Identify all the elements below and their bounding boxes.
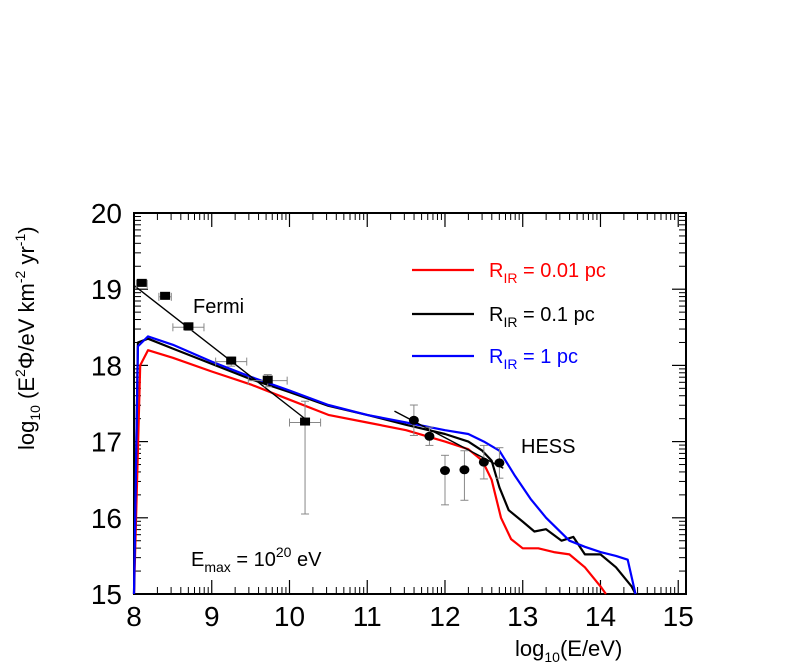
hess-marker bbox=[439, 466, 450, 476]
x-tick-label: 14 bbox=[585, 601, 616, 632]
x-tick-label: 9 bbox=[204, 601, 220, 632]
y-tick-label: 20 bbox=[91, 198, 122, 229]
fermi-point bbox=[288, 400, 322, 515]
x-axis-title: log10(E/eV) bbox=[515, 636, 622, 664]
legend-label-1: RIR = 0.1 pc bbox=[489, 304, 595, 330]
series-line-1 bbox=[132, 337, 637, 595]
hess-point bbox=[408, 404, 419, 437]
fermi-point bbox=[135, 278, 148, 288]
series-line-0 bbox=[132, 349, 607, 595]
fermi-fit-line bbox=[133, 284, 306, 420]
plot-frame bbox=[133, 212, 687, 595]
labels: Fermi HESS Emax = 1020 eV log10(E/eV) log10 … bbox=[12, 226, 622, 664]
fermi-marker bbox=[226, 356, 237, 365]
hess-label: HESS bbox=[521, 436, 575, 458]
hess-marker bbox=[424, 431, 435, 441]
fermi-point bbox=[215, 356, 248, 367]
fermi-marker bbox=[183, 322, 194, 331]
x-tick-label: 13 bbox=[507, 601, 538, 632]
y-tick-label: 19 bbox=[91, 274, 122, 305]
fermi-point bbox=[158, 291, 172, 301]
x-tick-label: 12 bbox=[429, 601, 460, 632]
hess-marker bbox=[478, 457, 489, 467]
x-tick-label: 10 bbox=[274, 601, 305, 632]
emax-label: Emax = 1020 eV bbox=[191, 544, 322, 575]
model-curves bbox=[132, 335, 637, 595]
data-points bbox=[135, 278, 505, 515]
hess-point bbox=[478, 444, 489, 480]
hess-point bbox=[494, 447, 505, 479]
hess-marker bbox=[459, 465, 470, 475]
hess-point bbox=[459, 450, 470, 501]
fermi-marker bbox=[262, 375, 273, 384]
hess-marker bbox=[494, 458, 505, 468]
fit-lines bbox=[133, 284, 504, 469]
fermi-marker bbox=[300, 417, 311, 426]
legend: RIR = 0.01 pc RIR = 0.1 pc RIR = 1 pc bbox=[412, 260, 606, 372]
ticks: 8 9 10 11 12 13 14 15 15 16 17 18 19 20 bbox=[91, 198, 694, 632]
hess-marker bbox=[408, 415, 419, 425]
legend-label-0: RIR = 0.01 pc bbox=[489, 260, 606, 286]
fermi-marker bbox=[160, 291, 171, 300]
y-tick-label: 15 bbox=[91, 579, 122, 610]
x-tick-label: 15 bbox=[663, 601, 694, 632]
y-axis-title: log10 (E2Φ/eV km-2 yr-1) bbox=[12, 226, 43, 450]
hess-point bbox=[424, 426, 435, 446]
series-line-2 bbox=[132, 335, 637, 595]
y-tick-label: 16 bbox=[91, 503, 122, 534]
y-tick-label: 18 bbox=[91, 350, 122, 381]
fermi-point bbox=[172, 322, 205, 332]
legend-label-2: RIR = 1 pc bbox=[489, 346, 578, 372]
y-tick-label: 17 bbox=[91, 427, 122, 458]
axes bbox=[133, 212, 687, 595]
x-tick-label: 8 bbox=[126, 601, 142, 632]
fermi-label: Fermi bbox=[193, 296, 244, 318]
hess-point bbox=[439, 454, 450, 506]
x-tick-label: 11 bbox=[353, 601, 382, 632]
fermi-marker bbox=[136, 278, 147, 287]
fermi-point bbox=[247, 374, 288, 388]
